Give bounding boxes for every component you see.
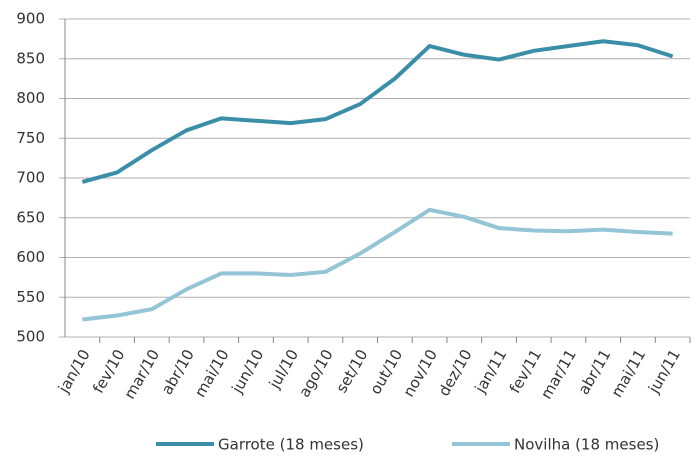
x-tick-label: jun/11 bbox=[644, 346, 684, 397]
x-tick-label: jun/10 bbox=[228, 346, 268, 397]
line-series bbox=[81, 39, 674, 184]
y-tick-label: 600 bbox=[16, 248, 45, 266]
x-tick-label: ago/10 bbox=[295, 346, 337, 400]
y-tick-label: 550 bbox=[16, 288, 45, 306]
x-tick-label: jan/10 bbox=[54, 346, 94, 397]
y-tick-label: 900 bbox=[16, 10, 45, 28]
x-tick-label: mai/11 bbox=[608, 346, 650, 400]
y-tick-label: 650 bbox=[16, 208, 45, 226]
y-tick-label: 700 bbox=[16, 169, 45, 187]
legend-label: Garrote (18 meses) bbox=[218, 436, 364, 454]
x-tick-label: jan/11 bbox=[471, 346, 511, 397]
y-tick-label: 850 bbox=[16, 49, 45, 67]
x-tick-label: mai/10 bbox=[191, 346, 233, 400]
x-tick-label: nov/10 bbox=[400, 346, 441, 400]
line-series bbox=[82, 207, 673, 322]
x-tick-label: dez/10 bbox=[435, 346, 476, 399]
y-tick-label: 750 bbox=[16, 129, 45, 147]
x-tick-label: jul/10 bbox=[265, 346, 302, 392]
legend-label: Novilha (18 meses) bbox=[514, 436, 659, 454]
y-tick-label: 800 bbox=[16, 89, 45, 107]
y-tick-label: 500 bbox=[16, 328, 45, 346]
